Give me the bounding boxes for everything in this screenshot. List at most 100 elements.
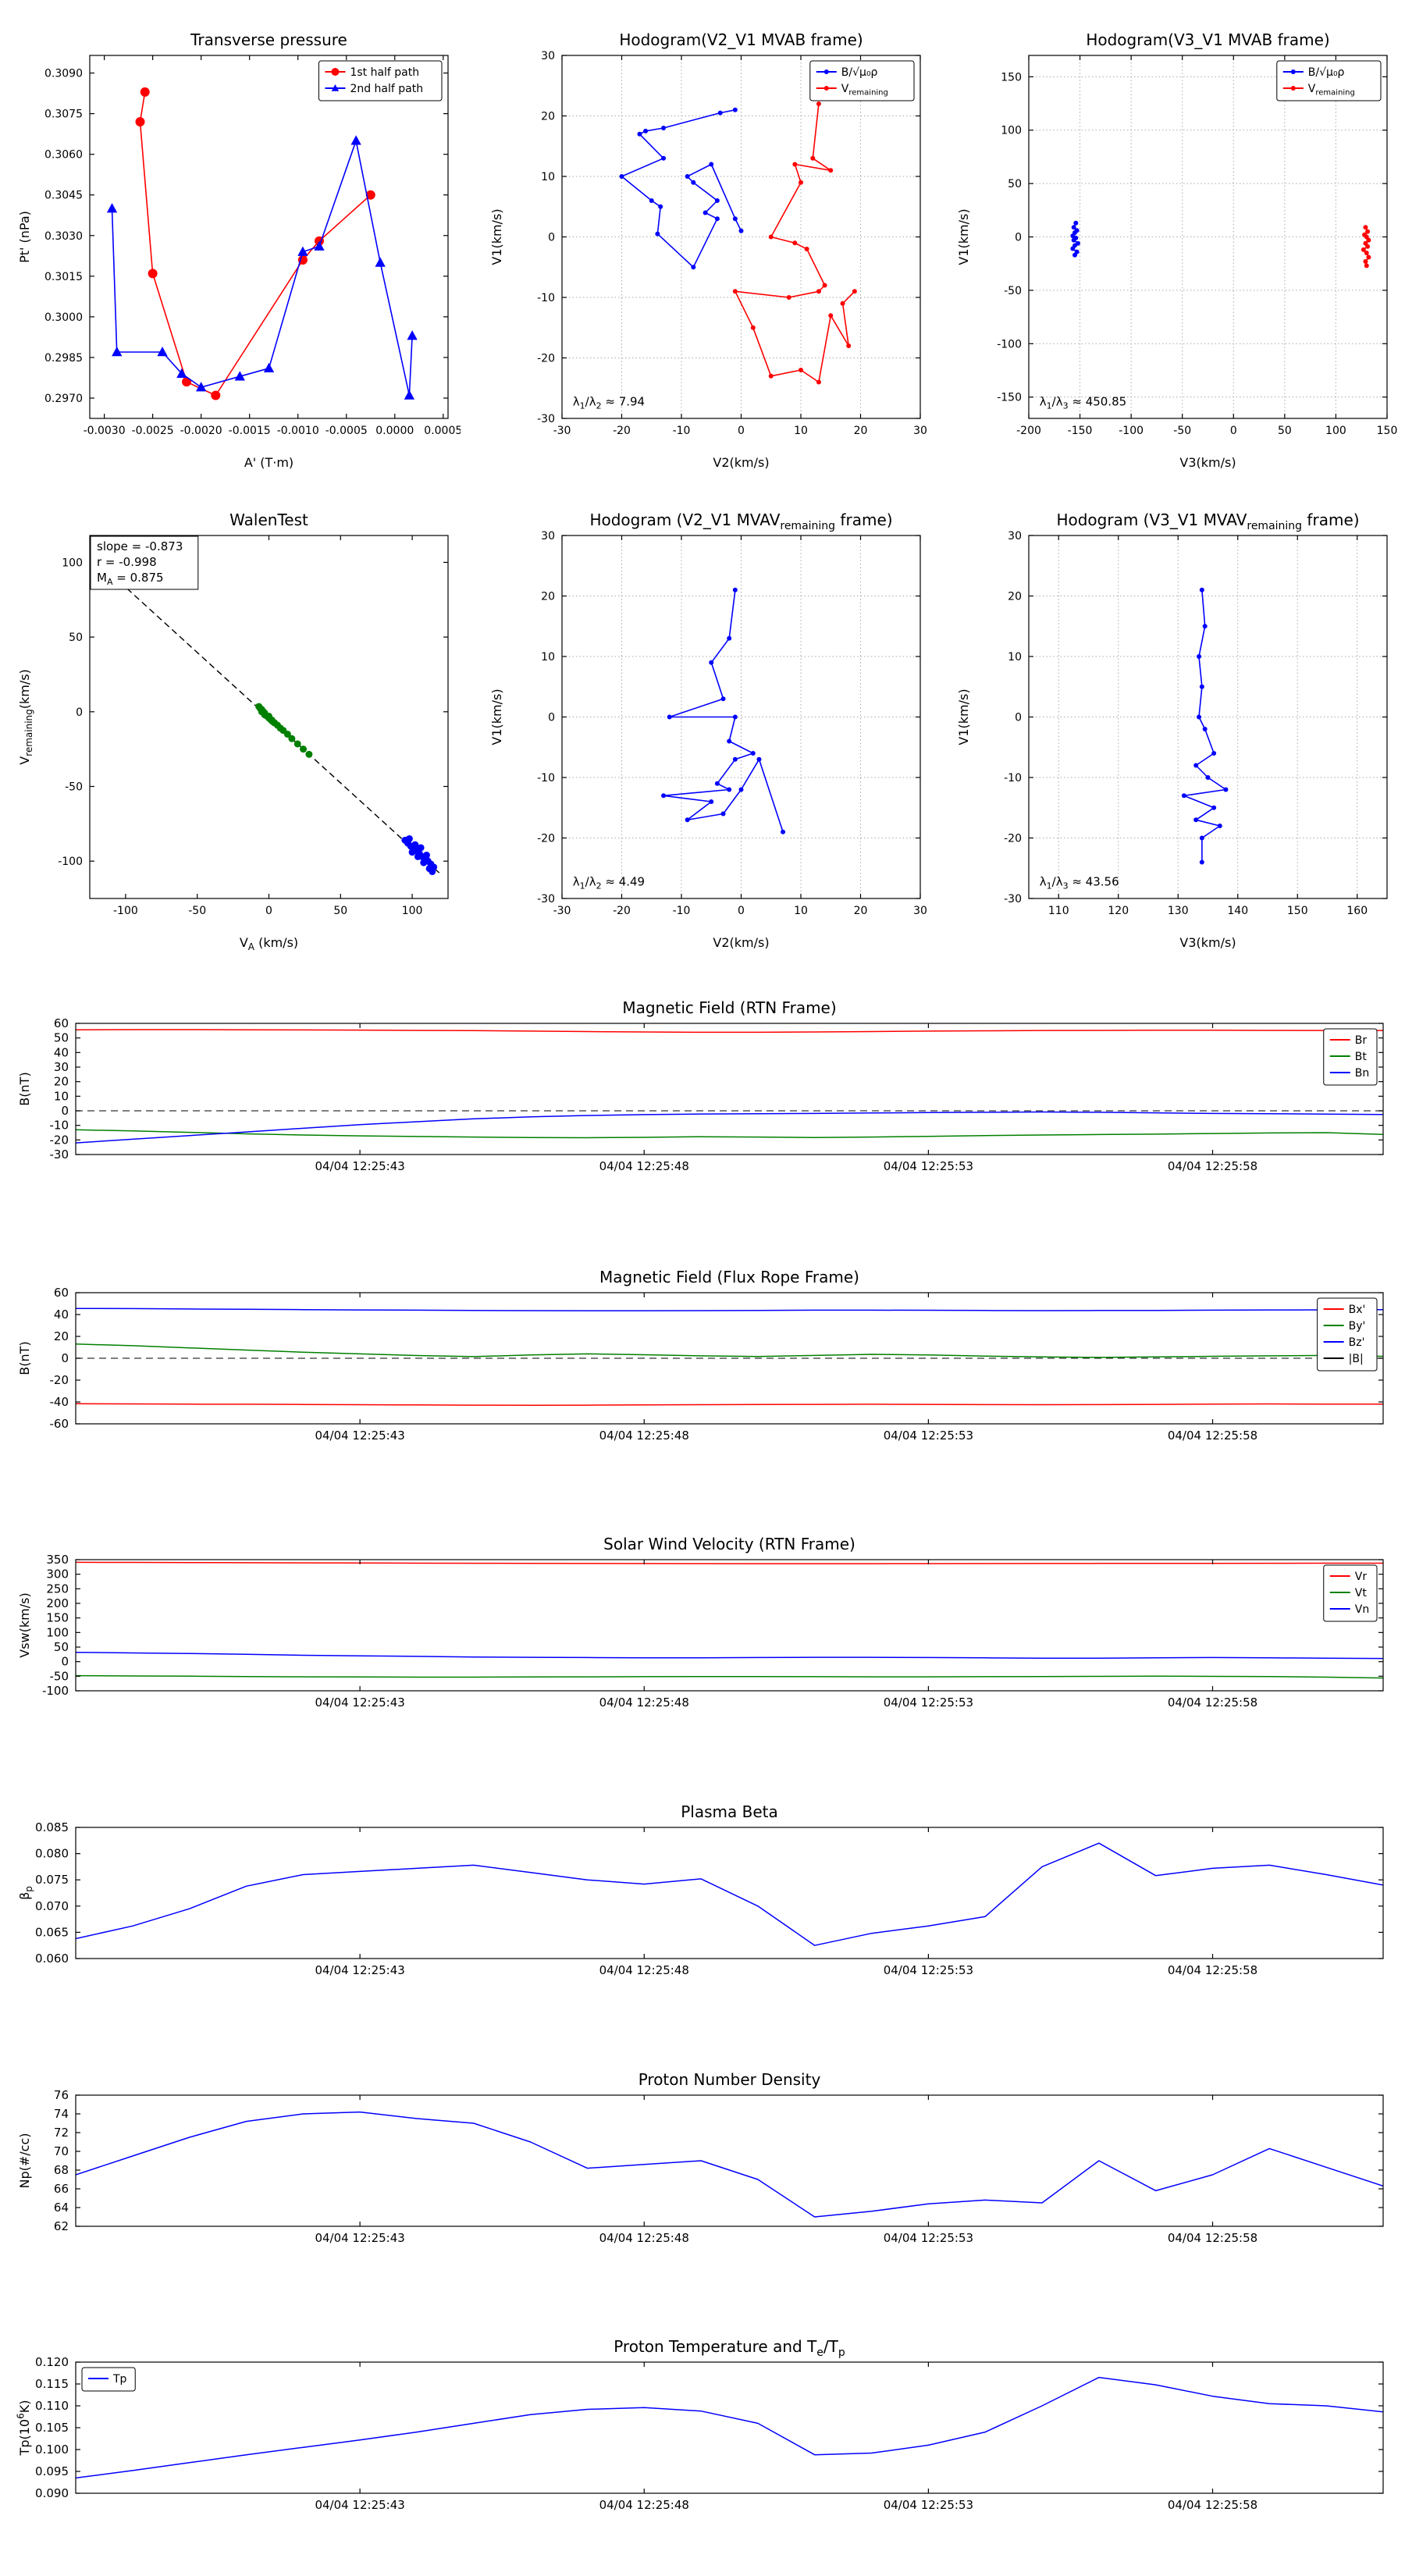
svg-text:04/04 12:25:48: 04/04 12:25:48 [599,2231,689,2245]
chart-magnetic-field-flux-rope: 04/04 12:25:43 04/04 12:25:48 04/04 12:25:… [12,1265,1397,1460]
svg-text:βp: βp [17,1886,34,1900]
svg-text:0.0005: 0.0005 [424,425,461,437]
svg-text:0.3090: 0.3090 [44,68,83,80]
svg-text:0: 0 [1015,712,1022,724]
svg-text:04/04 12:25:53: 04/04 12:25:53 [884,1695,973,1710]
svg-text:0.2970: 0.2970 [44,393,83,405]
svg-text:04/04 12:25:48: 04/04 12:25:48 [599,2498,689,2512]
svg-text:0.070: 0.070 [35,1899,69,1913]
svg-text:0.120: 0.120 [35,2355,69,2369]
svg-text:50: 50 [69,632,83,644]
svg-text:04/04 12:25:53: 04/04 12:25:53 [884,2498,973,2512]
svg-text:-20: -20 [537,353,555,365]
svg-text:150: 150 [1377,425,1398,437]
svg-text:λ1/λ2 ≈ 7.94: λ1/λ2 ≈ 7.94 [573,395,645,411]
chart-solar-wind-velocity-rtn: 04/04 12:25:43 04/04 12:25:48 04/04 12:25:… [12,1532,1397,1727]
svg-text:Hodogram (V2_V1 MVAVremaining: Hodogram (V2_V1 MVAVremaining frame) [589,511,892,532]
svg-text:-50: -50 [65,781,83,793]
svg-text:-20: -20 [50,1373,69,1387]
svg-text:0.095: 0.095 [35,2464,69,2478]
svg-text:0.3075: 0.3075 [44,109,83,121]
svg-text:0.2985: 0.2985 [44,352,83,365]
svg-text:2nd half path: 2nd half path [350,83,423,95]
svg-text:04/04 12:25:48: 04/04 12:25:48 [599,1695,689,1710]
svg-text:100: 100 [62,557,83,569]
svg-text:-50: -50 [1173,425,1191,437]
svg-text:150: 150 [1001,71,1022,84]
svg-text:-20: -20 [537,833,555,845]
solar-wind-velocity-rtn-plot: 04/04 12:25:43 04/04 12:25:48 04/04 12:25:… [17,1535,1384,1710]
svg-text:A' (T·m): A' (T·m) [244,455,293,470]
svg-text:-30: -30 [1004,893,1022,906]
svg-text:30: 30 [913,905,927,917]
svg-text:Bt: Bt [1355,1051,1368,1063]
svg-text:0: 0 [265,905,272,917]
svg-text:-0.0015: -0.0015 [229,425,271,437]
svg-text:64: 64 [54,2201,69,2215]
svg-text:Tp: Tp [112,2373,127,2386]
svg-text:300: 300 [46,1567,69,1582]
svg-text:0.3015: 0.3015 [44,271,83,283]
svg-text:λ1/λ3 ≈ 43.56: λ1/λ3 ≈ 43.56 [1040,875,1119,891]
svg-text:200: 200 [46,1596,69,1610]
svg-text:20: 20 [54,1075,69,1089]
svg-text:-100: -100 [997,338,1022,350]
svg-text:100: 100 [402,905,423,917]
walen-test-plot: -100 -50 0 50 100 -100 -50 0 50 100 WalenTest VA (k… [17,511,449,952]
svg-text:04/04 12:25:43: 04/04 12:25:43 [315,1159,404,1173]
svg-text:Vsw(km/s): Vsw(km/s) [17,1592,32,1657]
svg-text:V2(km/s): V2(km/s) [713,935,769,950]
chart-proton-temperature: 04/04 12:25:43 04/04 12:25:48 04/04 12:25:… [12,2334,1397,2529]
svg-text:40: 40 [54,1045,69,1059]
svg-text:Solar Wind Velocity (RTN Frame: Solar Wind Velocity (RTN Frame) [603,1535,855,1553]
svg-text:Tp(106K): Tp(106K) [16,2400,32,2457]
svg-text:50: 50 [54,1031,69,1045]
svg-text:0.080: 0.080 [35,1847,69,1861]
svg-text:B/√μ₀ρ: B/√μ₀ρ [1308,66,1345,79]
svg-text:04/04 12:25:58: 04/04 12:25:58 [1168,1159,1257,1173]
proton-temperature-plot: 04/04 12:25:43 04/04 12:25:48 04/04 12:25:… [16,2337,1384,2512]
svg-text:10: 10 [541,651,555,664]
svg-text:04/04 12:25:58: 04/04 12:25:58 [1168,1963,1257,1977]
svg-text:0.0000: 0.0000 [375,425,414,437]
svg-text:0.075: 0.075 [35,1873,69,1887]
svg-text:0.110: 0.110 [35,2399,69,2413]
hodogram-v3v1-mvab-plot: -200 -150 -100 -50 0 50 100 150 -150 -100 -50 0 50 10… [956,30,1398,470]
svg-text:Bx': Bx' [1349,1304,1366,1316]
svg-text:0.085: 0.085 [35,1820,69,1834]
svg-text:10: 10 [794,425,808,437]
svg-text:20: 20 [854,425,868,437]
svg-text:λ1/λ3 ≈ 450.85: λ1/λ3 ≈ 450.85 [1040,395,1126,411]
proton-number-density-plot: 04/04 12:25:43 04/04 12:25:48 04/04 12:25:… [17,2070,1384,2245]
svg-text:72: 72 [54,2126,69,2140]
svg-text:-150: -150 [997,392,1022,404]
svg-text:04/04 12:25:58: 04/04 12:25:58 [1168,1695,1257,1710]
svg-text:-10: -10 [1004,772,1022,785]
svg-text:0: 0 [76,706,83,719]
svg-text:-20: -20 [613,425,631,437]
svg-text:04/04 12:25:43: 04/04 12:25:43 [315,2231,404,2245]
svg-text:-30: -30 [553,425,571,437]
svg-text:V1(km/s): V1(km/s) [956,208,971,265]
svg-text:-30: -30 [553,905,571,917]
svg-text:04/04 12:25:58: 04/04 12:25:58 [1168,2498,1257,2512]
chart-hodogram-v2v1-mvab: -30 -20 -10 0 10 20 30 -30 -20 -10 0 10 20 30 Hodogram… [484,20,933,476]
svg-text:60: 60 [54,1286,69,1300]
svg-text:62: 62 [54,2219,69,2233]
chart-hodogram-v2v1-mvav: -30 -20 -10 0 10 20 30 -30 -20 -10 0 10 20 30 Hodogram… [484,500,933,956]
svg-text:76: 76 [54,2088,69,2102]
svg-text:0: 0 [1230,425,1237,437]
svg-text:λ1/λ2 ≈ 4.49: λ1/λ2 ≈ 4.49 [573,875,645,891]
svg-text:Vt: Vt [1355,1587,1368,1599]
svg-text:-20: -20 [1004,833,1022,845]
svg-text:04/04 12:25:48: 04/04 12:25:48 [599,1429,689,1443]
svg-text:140: 140 [1227,905,1248,917]
svg-text:Np(#/cc): Np(#/cc) [17,2133,32,2189]
svg-text:-50: -50 [188,905,206,917]
svg-text:-100: -100 [1119,425,1144,437]
svg-text:0.060: 0.060 [35,1952,69,1966]
svg-text:10: 10 [794,905,808,917]
svg-text:B(nT): B(nT) [17,1341,32,1375]
svg-text:30: 30 [913,425,927,437]
